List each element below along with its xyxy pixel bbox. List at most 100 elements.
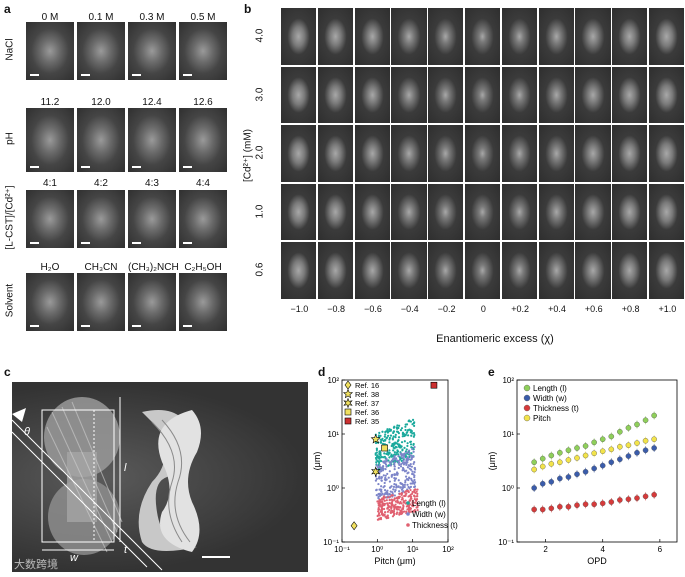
panel-b-sem-image [281,242,317,299]
data-point [378,452,381,455]
data-point [404,423,407,426]
panel-b-sem-image [281,125,317,182]
panel-b-sem-image [538,8,574,65]
data-point [397,426,400,430]
panel-b-row-label: 4.0 [254,28,266,43]
data-point [617,443,623,450]
data-point [390,507,393,510]
data-point [402,463,406,466]
data-point [392,513,396,516]
data-point [409,431,412,434]
data-point [400,441,404,444]
data-point [406,489,409,492]
data-point [407,471,410,474]
data-point [400,459,403,462]
data-point [401,461,404,465]
data-point [388,480,391,483]
data-point [413,495,416,498]
panel-b-sem-image [501,242,538,299]
data-point [381,497,384,500]
data-point [401,497,404,501]
panel-b-sem-image [501,125,538,182]
plot-frame [516,379,678,543]
panel-a-sem-image [26,108,74,172]
data-point [396,450,400,453]
data-point [651,445,657,451]
panel-b-col-label: −1.0 [290,303,309,314]
data-point [379,438,382,441]
data-point [403,494,406,498]
data-point [386,502,389,505]
panel-b-sem-image [575,242,611,299]
data-point [651,436,657,443]
panel-b-sem-image [501,183,538,240]
data-point [403,434,406,438]
data-point [394,500,397,503]
data-point [386,472,389,476]
data-point [377,482,380,486]
panel-a-col-label: C₂H₅OH [184,262,222,273]
data-point [406,429,410,432]
data-point [392,435,395,438]
reference-marker [344,417,352,425]
panel-a-sem-image [179,273,227,331]
series-pitch [531,435,657,474]
width-label: w [70,552,78,564]
data-point [410,504,414,507]
panel-b-sem-image [428,66,464,123]
legend-marker [523,414,531,422]
data-point [391,494,394,497]
data-point [383,481,386,485]
data-point [392,505,395,508]
data-point [396,499,399,502]
data-point [388,449,391,452]
data-point [382,461,385,464]
data-point [634,495,640,501]
panel-a-row-label: [L-CST]/[Cd²⁺] [4,185,16,250]
data-point [381,442,385,446]
panel-b-sem-image [575,183,611,240]
data-point [400,456,403,459]
panel-b-sem-image [575,125,611,182]
y-tick-label: 10¹ [502,430,514,439]
legend-series-marker [406,501,410,505]
data-point [393,490,397,493]
legend-label: Pitch [533,414,551,423]
data-point [409,420,413,423]
data-point [400,511,403,514]
data-point [617,456,623,463]
panel-a-sem-image [26,22,74,80]
data-point [409,440,412,444]
legend-marker [523,384,531,392]
data-point [374,456,378,460]
data-point [397,436,401,439]
data-point [407,495,410,498]
data-point [412,443,415,446]
data-point [582,443,589,449]
data-point [396,424,399,427]
data-point [397,455,400,458]
data-point [565,457,572,463]
data-point [642,447,649,454]
data-point [591,450,597,457]
data-point [608,446,615,453]
data-point [387,453,390,456]
data-point [404,499,407,502]
panel-b-sem-image [391,66,427,123]
data-point [378,465,381,468]
data-point [617,428,623,435]
data-point [393,461,396,464]
y-tick-label: 10² [327,376,339,385]
data-point [382,507,386,511]
panel-b-sem-image [649,8,685,65]
panel-a-sem-image [26,190,74,248]
panel-b-sem-image [465,242,501,299]
data-point [378,517,381,520]
data-point [397,508,400,511]
panel-d-chart: 10⁻¹10⁻¹ 10⁰ 10⁰ 10¹ 10¹ 10² 10² Pitch (μm) (μm)… [312,376,458,566]
data-point [378,475,381,479]
data-point [377,506,380,510]
data-point [405,462,408,465]
series-thickness [376,488,419,521]
twisted-crystal-model [138,410,201,552]
